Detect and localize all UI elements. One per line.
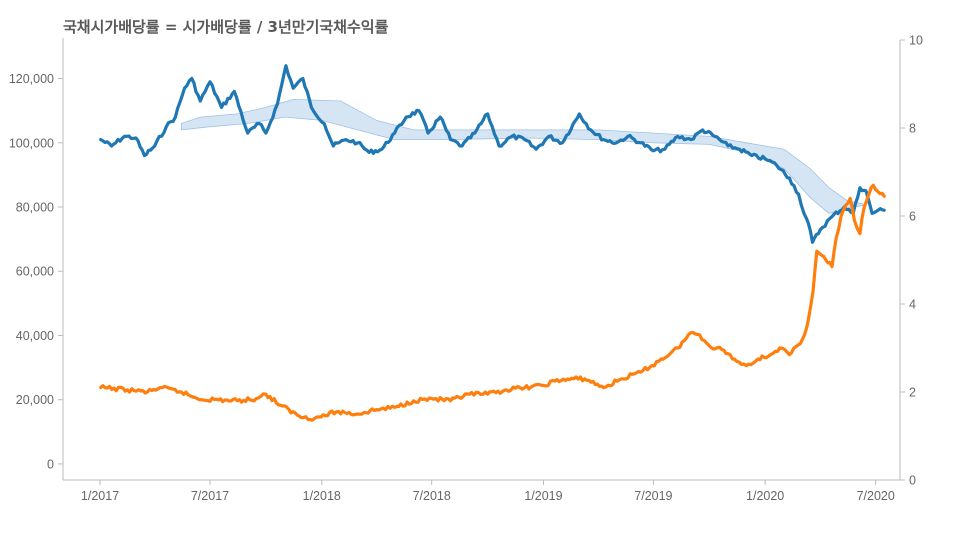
y-right-tick-label: 10 [909, 34, 923, 48]
x-tick-label: 7/2019 [634, 489, 672, 503]
y-right-tick-label: 6 [909, 210, 916, 224]
series-line-right-axis [99, 183, 886, 422]
series-line-left-axis [99, 64, 886, 244]
y-left-tick-label: 80,000 [16, 201, 54, 215]
y-right-tick-label: 2 [909, 386, 916, 400]
y-right-tick-label: 8 [909, 122, 916, 136]
y-right-tick-label: 4 [909, 298, 916, 312]
x-tick-label: 1/2019 [524, 489, 562, 503]
y-left-tick-label: 100,000 [9, 136, 54, 150]
y-left-tick-label: 0 [47, 457, 54, 471]
y-right-tick-label: 0 [909, 474, 916, 488]
x-tick-label: 1/2017 [81, 489, 119, 503]
confidence-band-area [181, 98, 864, 214]
x-tick-label: 7/2018 [413, 489, 451, 503]
y-left-tick-label: 60,000 [16, 265, 54, 279]
y-left-tick-label: 40,000 [16, 329, 54, 343]
x-tick-label: 7/2020 [857, 489, 895, 503]
x-tick-label: 1/2020 [746, 489, 784, 503]
y-left-tick-label: 20,000 [16, 393, 54, 407]
x-tick-label: 1/2018 [303, 489, 341, 503]
chart-title: 국채시가배당률 = 시가배당률 / 3년만기국채수익률 [63, 18, 389, 36]
y-left-tick-label: 120,000 [9, 72, 54, 86]
x-tick-label: 7/2017 [191, 489, 229, 503]
